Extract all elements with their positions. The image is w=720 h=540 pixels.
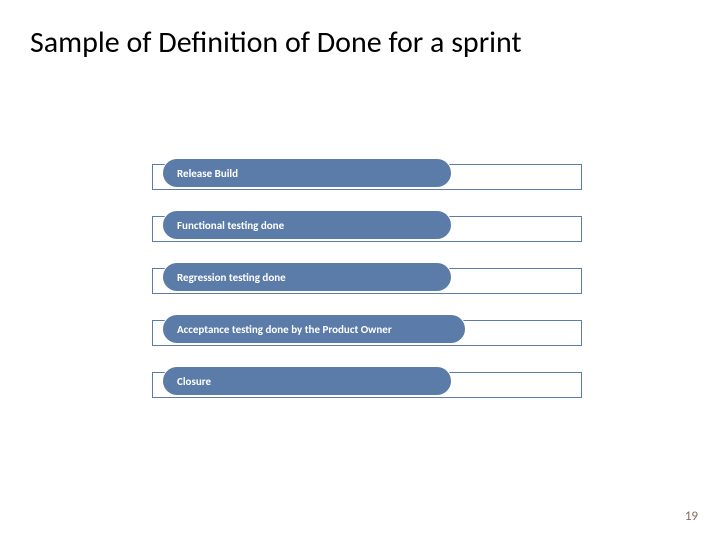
step-label: Functional testing done xyxy=(177,219,284,232)
step-pill: Acceptance testing done by the Product O… xyxy=(162,314,466,344)
step-label: Closure xyxy=(177,375,211,388)
step-row: Release Build xyxy=(152,158,582,194)
step-row: Regression testing done xyxy=(152,262,582,298)
step-pill: Regression testing done xyxy=(162,262,452,292)
step-pill: Closure xyxy=(162,366,452,396)
step-pill: Release Build xyxy=(162,158,452,188)
steps-diagram: Release Build Functional testing done Re… xyxy=(152,158,582,418)
slide-title: Sample of Definition of Done for a sprin… xyxy=(30,24,690,61)
step-label: Acceptance testing done by the Product O… xyxy=(177,323,392,336)
step-row: Acceptance testing done by the Product O… xyxy=(152,314,582,350)
step-label: Regression testing done xyxy=(177,271,286,284)
step-pill: Functional testing done xyxy=(162,210,452,240)
step-label: Release Build xyxy=(177,167,238,180)
step-row: Closure xyxy=(152,366,582,402)
step-row: Functional testing done xyxy=(152,210,582,246)
page-number: 19 xyxy=(685,509,698,524)
